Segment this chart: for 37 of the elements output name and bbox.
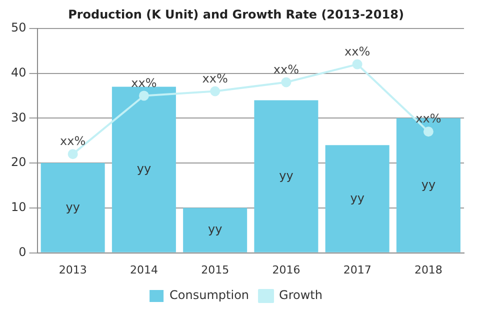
point xyxy=(423,126,434,137)
y-tick-label: 30 xyxy=(10,110,26,124)
bar xyxy=(325,145,390,252)
data-label: xx% xyxy=(202,71,228,86)
y-tick-label: 10 xyxy=(10,200,26,214)
x-tick-label: 2018 xyxy=(414,263,442,276)
data-label: xx% xyxy=(344,44,370,58)
data-label: xx% xyxy=(131,76,157,90)
point xyxy=(352,59,362,70)
x-tick-label: 2015 xyxy=(201,263,230,276)
bar xyxy=(112,86,176,252)
data-label: yy xyxy=(208,222,222,236)
legend-label: Growth xyxy=(279,288,322,302)
bar xyxy=(40,163,105,252)
data-label: yy xyxy=(279,168,294,182)
y-tick-label: 20 xyxy=(10,155,26,170)
x-tick-label: 2013 xyxy=(58,263,87,276)
data-label: yy xyxy=(350,190,364,205)
point xyxy=(138,90,149,101)
x-tick-label: 2014 xyxy=(130,263,158,276)
bar xyxy=(183,208,248,252)
bar xyxy=(254,100,318,252)
legend-label: Consumption xyxy=(170,288,250,302)
data-label: yy xyxy=(66,200,80,214)
chart-title: Production (K Unit) and Growth Rate (2013-2018) xyxy=(68,7,404,22)
y-tick-label: 50 xyxy=(10,20,26,35)
x-tick-label: 2017 xyxy=(343,263,372,276)
data-label: xx% xyxy=(60,134,86,148)
point xyxy=(68,149,78,160)
data-label: yy xyxy=(421,177,436,192)
y-tick-label: 0 xyxy=(18,244,26,259)
point xyxy=(210,86,220,96)
y-tick-label: 40 xyxy=(10,65,26,80)
data-label: yy xyxy=(136,162,152,176)
data-label: xx% xyxy=(273,62,299,76)
x-tick-label: 2016 xyxy=(272,263,300,276)
point xyxy=(281,77,292,88)
